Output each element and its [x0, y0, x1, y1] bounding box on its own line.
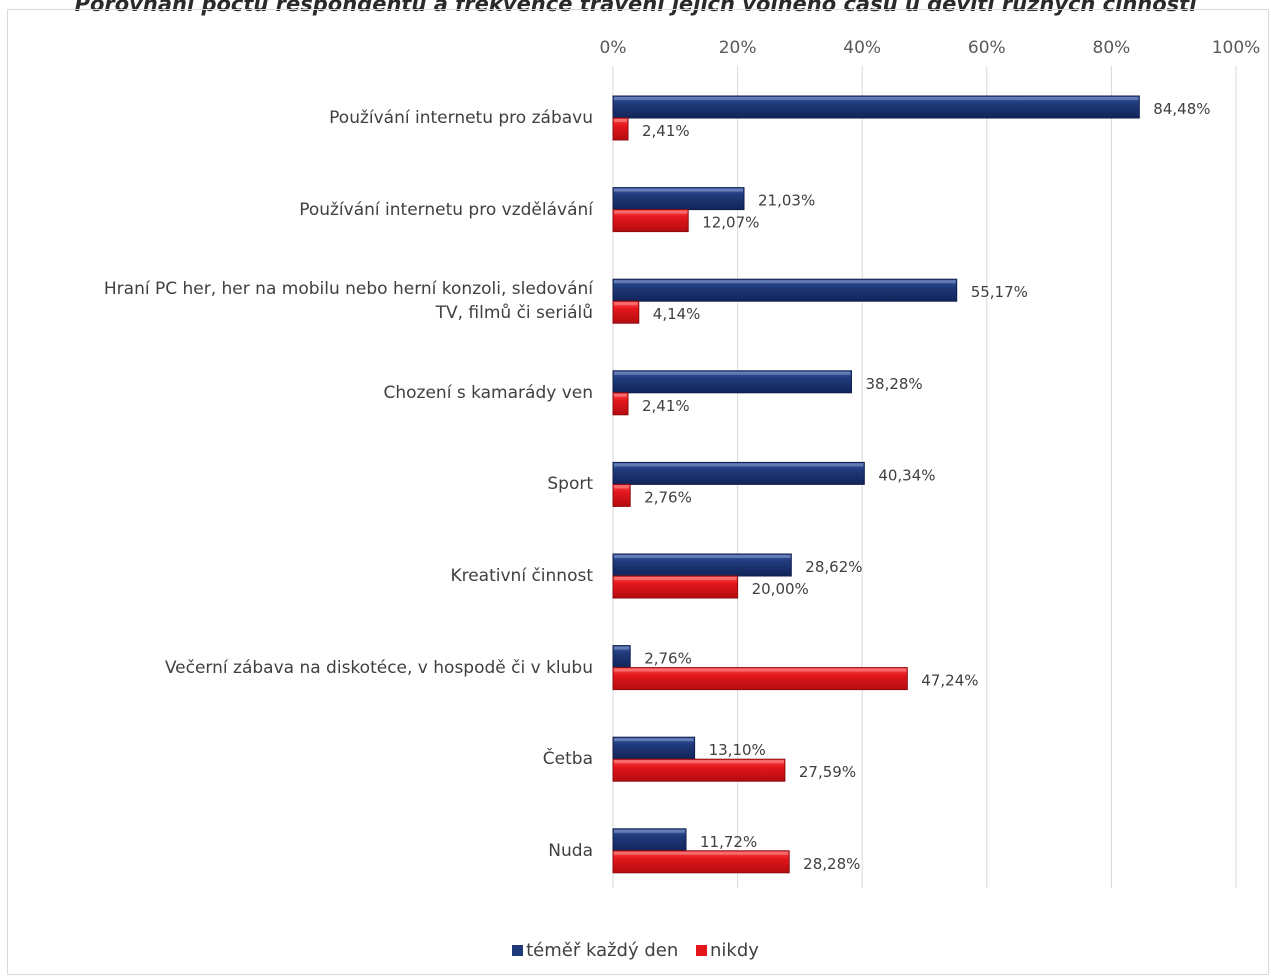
bar-nikdy [612, 483, 631, 507]
data-label: 38,28% [865, 375, 922, 393]
x-tick-label: 0% [600, 38, 627, 58]
category-label: Četba [0, 747, 593, 771]
x-tick-label: 40% [843, 38, 881, 58]
bar-temer-kazdy-den [612, 95, 1140, 119]
bar-highlight [614, 371, 851, 375]
data-label: 47,24% [921, 672, 978, 690]
bar-highlight [614, 829, 686, 833]
data-label: 11,72% [700, 833, 757, 851]
x-tick-label: 20% [719, 38, 757, 58]
x-axis-tick-labels: 0% 20% 40% 60% 80% 100% [600, 38, 1261, 58]
bar-nikdy [612, 392, 629, 416]
category-label-line: Chození s kamarády ven [383, 382, 594, 403]
bar-highlight [614, 97, 1139, 100]
bar-highlight [614, 210, 688, 214]
chart-frame [7, 9, 1269, 975]
data-label: 2,76% [644, 650, 692, 668]
x-tick-label: 80% [1093, 38, 1131, 58]
bar-temer-kazdy-den [612, 461, 865, 485]
data-labels: 84,48% 2,41% 21,03% 12,07% 55,17% 4,14% 38,28%… [642, 100, 1210, 873]
legend-label-nikdy: nikdy [709, 940, 759, 961]
category-label-line: TV, filmů či seriálů [435, 303, 593, 324]
category-label-line: Večerní zábava na diskotéce, v hospodě č… [164, 657, 593, 678]
data-label: 84,48% [1153, 100, 1210, 118]
data-label: 28,28% [803, 855, 860, 873]
data-label: 4,14% [653, 305, 701, 323]
bar-highlight [614, 463, 864, 467]
data-label: 40,34% [878, 466, 935, 484]
category-label: Používání internetu pro vzdělávání [0, 198, 593, 222]
category-label: Používání internetu pro zábavu [0, 106, 593, 130]
data-label: 27,59% [799, 763, 856, 781]
data-label: 28,62% [805, 558, 862, 576]
legend-swatch-nikdy [695, 945, 707, 956]
bar-highlight [614, 668, 907, 672]
data-label: 2,41% [642, 122, 690, 140]
bar-highlight [614, 302, 638, 306]
bar-highlight [614, 577, 737, 580]
bar-highlight [614, 738, 694, 742]
bar-highlight [614, 280, 956, 284]
x-tick-label: 100% [1212, 38, 1261, 58]
bar-highlight [614, 760, 784, 764]
bar-highlight [614, 851, 789, 855]
bar-temer-kazdy-den [612, 278, 958, 302]
data-label: 55,17% [971, 283, 1028, 301]
category-label-line: Sport [547, 474, 593, 495]
bar-nikdy [612, 117, 629, 141]
legend-item-nikdy: nikdy [695, 940, 759, 961]
x-tick-label: 60% [968, 38, 1006, 58]
legend-item-temer-kazdy-den: téměř každý den [512, 940, 678, 961]
data-label: 13,10% [709, 741, 766, 759]
category-label-line: Používání internetu pro zábavu [329, 108, 593, 128]
category-label-line: Používání internetu pro vzdělávání [299, 199, 593, 220]
category-label: Nuda [0, 839, 593, 863]
category-label-line: Nuda [548, 840, 593, 861]
chart-title: Porovnání počtu respondentů a frekvence … [74, 0, 1197, 16]
bar-highlight [614, 646, 630, 650]
bar-nikdy [612, 667, 908, 691]
category-label: Chození s kamarády ven [0, 381, 594, 405]
data-label: 12,07% [702, 214, 759, 232]
bar-nikdy [612, 300, 640, 324]
bars [612, 95, 1140, 874]
data-label: 2,76% [644, 488, 692, 506]
bar-highlight [614, 119, 628, 122]
bar-nikdy [612, 209, 689, 233]
data-label: 2,41% [642, 397, 690, 415]
category-label: Hraní PC her, her na mobilu nebo herní k… [0, 277, 593, 325]
legend-label-temer-kazdy-den: téměř každý den [526, 940, 679, 961]
data-label: 21,03% [758, 192, 815, 210]
bar-highlight [614, 555, 791, 558]
bar-nikdy [612, 758, 786, 782]
category-label-line: Četba [542, 749, 593, 770]
category-label: Kreativní činnost [0, 564, 593, 588]
bar-nikdy [612, 850, 790, 874]
category-label-line: Kreativní činnost [450, 566, 593, 586]
legend-swatch-temer-kazdy-den [512, 945, 524, 956]
legend: téměř každý den nikdy [0, 940, 1271, 961]
category-label: Večerní zábava na diskotéce, v hospodě č… [0, 656, 593, 680]
bar-highlight [614, 485, 630, 489]
bar-temer-kazdy-den [612, 370, 852, 394]
bar-highlight [614, 393, 628, 397]
category-label-line: Hraní PC her, her na mobilu nebo herní k… [103, 279, 593, 300]
bar-nikdy [612, 575, 739, 599]
data-label: 20,00% [752, 580, 809, 598]
category-label: Sport [0, 472, 593, 496]
bar-highlight [614, 188, 744, 192]
